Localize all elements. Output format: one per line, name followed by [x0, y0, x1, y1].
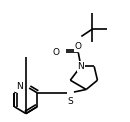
Text: N: N [77, 62, 84, 71]
Text: O: O [75, 42, 82, 51]
Text: N: N [16, 82, 23, 91]
Text: S: S [67, 97, 73, 106]
Text: O: O [52, 48, 59, 57]
